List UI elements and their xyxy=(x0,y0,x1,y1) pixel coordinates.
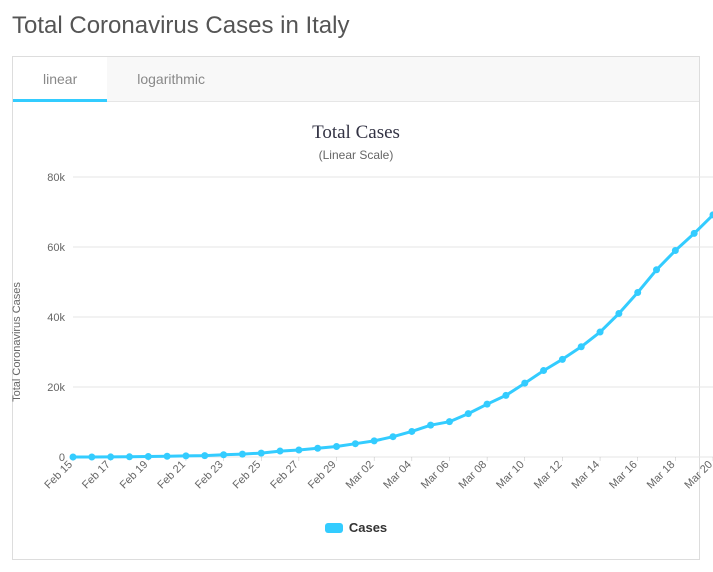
tab-linear[interactable]: linear xyxy=(13,57,107,101)
svg-text:Feb 21: Feb 21 xyxy=(155,459,188,492)
scale-tabs: linear logarithmic xyxy=(13,57,699,102)
svg-text:80k: 80k xyxy=(47,172,65,184)
svg-text:Feb 25: Feb 25 xyxy=(231,459,264,492)
svg-text:Mar 16: Mar 16 xyxy=(607,459,640,492)
svg-text:20k: 20k xyxy=(47,382,65,394)
page-title: Total Coronavirus Cases in Italy xyxy=(12,12,701,40)
line-chart: 020k40k60k80kFeb 15Feb 17Feb 19Feb 21Feb… xyxy=(23,172,713,512)
plot-wrap: Total Coronavirus Cases 020k40k60k80kFeb… xyxy=(23,172,689,512)
svg-text:Mar 06: Mar 06 xyxy=(419,459,452,492)
y-axis-label: Total Coronavirus Cases xyxy=(11,282,23,402)
svg-text:Mar 08: Mar 08 xyxy=(457,459,490,492)
legend-swatch xyxy=(325,523,343,533)
svg-text:Feb 27: Feb 27 xyxy=(268,459,301,492)
chart-subtitle: (Linear Scale) xyxy=(23,148,689,162)
svg-text:Feb 29: Feb 29 xyxy=(306,459,339,492)
svg-text:Feb 19: Feb 19 xyxy=(118,459,151,492)
chart-card: linear logarithmic Total Cases (Linear S… xyxy=(12,56,700,560)
svg-text:Feb 17: Feb 17 xyxy=(80,459,113,492)
svg-text:Mar 10: Mar 10 xyxy=(494,459,527,492)
chart-title: Total Cases xyxy=(23,122,689,144)
legend-label: Cases xyxy=(349,520,387,535)
legend: Cases xyxy=(23,512,689,549)
svg-text:40k: 40k xyxy=(47,312,65,324)
svg-text:Mar 04: Mar 04 xyxy=(381,459,414,492)
chart-area: Total Cases (Linear Scale) Total Coronav… xyxy=(13,102,699,559)
svg-text:Mar 14: Mar 14 xyxy=(569,459,602,492)
svg-text:Mar 18: Mar 18 xyxy=(645,459,678,492)
svg-text:Mar 12: Mar 12 xyxy=(532,459,565,492)
svg-text:60k: 60k xyxy=(47,242,65,254)
svg-text:Feb 23: Feb 23 xyxy=(193,459,226,492)
tab-logarithmic[interactable]: logarithmic xyxy=(107,57,235,101)
svg-text:Mar 20: Mar 20 xyxy=(682,459,713,492)
svg-text:Mar 02: Mar 02 xyxy=(344,459,377,492)
